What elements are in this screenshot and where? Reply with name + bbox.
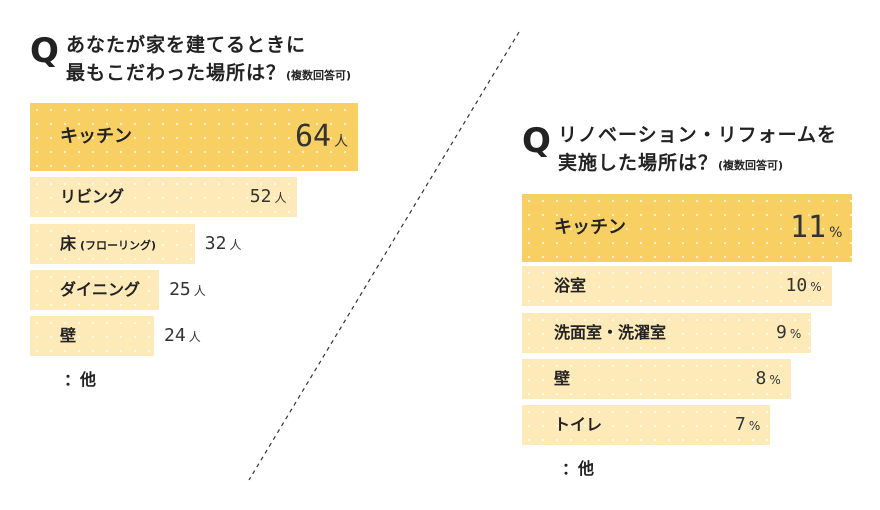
right-bar-3 <box>522 359 791 399</box>
left-bar-value-unit-0: 人 <box>334 134 349 150</box>
left-bar-value-0: 64 人 <box>295 122 348 152</box>
right-bar-value-number-3: 8 <box>755 368 767 389</box>
left-bar-3 <box>30 270 160 310</box>
left-bar-label-2: 床 (フローリング) <box>60 236 156 252</box>
right-bar-0 <box>522 194 852 262</box>
left-bar-value-unit-4: 人 <box>188 330 201 344</box>
right-bar-value-number-0: 11 <box>790 210 827 245</box>
left-bar-value-number-4: 24 <box>164 325 186 346</box>
left-bar-2 <box>30 224 195 264</box>
left-bar-label-3: ダイニング <box>60 282 140 298</box>
left-bar-label-note-2: (フローリング) <box>80 239 157 252</box>
left-question-line2: 最もこだわった場所は？(複数回答可) <box>66 64 351 83</box>
right-bar-value-number-4: 7 <box>735 414 746 435</box>
right-bar-label-1: 浴室 <box>554 278 586 294</box>
left-bar-value-number-0: 64 <box>295 119 332 154</box>
right-question-line2-text: 実施した場所は？ <box>558 152 719 174</box>
left-bar-value-3: 25 人 <box>169 281 206 299</box>
left-question-line2-text: 最もこだわった場所は？ <box>66 62 287 84</box>
left-bar-label-text-3: ダイニング <box>60 280 141 299</box>
left-bar-value-4: 24 人 <box>164 327 201 345</box>
left-q-mark: Q <box>30 31 59 71</box>
left-bar-value-unit-1: 人 <box>274 191 287 205</box>
left-bar-label-text-4: 壁 <box>60 326 77 345</box>
right-bar-value-0: 11% <box>790 213 842 243</box>
left-bar-4 <box>30 316 154 356</box>
right-q-mark: Q <box>522 121 551 161</box>
right-bar-value-unit-0: % <box>829 225 843 241</box>
left-question-note: (複数回答可) <box>286 69 352 82</box>
right-other-label: ：他 <box>562 459 595 478</box>
left-bar-value-1: 52 人 <box>250 188 287 206</box>
left-bar-value-number-2: 32 <box>204 233 227 254</box>
right-bar-value-unit-2: % <box>789 327 802 341</box>
left-question-line1: あなたが家を建てるときに <box>66 34 307 56</box>
right-bar-value-number-2: 9 <box>776 322 787 343</box>
right-bar-label-text-1: 浴室 <box>554 276 587 295</box>
right-bar-value-2: 9% <box>776 324 801 342</box>
right-bar-label-text-3: 壁 <box>554 369 571 388</box>
right-bar-value-1: 10% <box>786 277 822 295</box>
right-bar-1 <box>522 266 832 306</box>
right-question-line1: リノベーション・リフォームを <box>558 124 838 146</box>
right-question-line2: 実施した場所は？(複数回答可) <box>558 154 783 173</box>
right-bar-4 <box>522 405 770 445</box>
right-bar-value-3: 8% <box>756 370 781 388</box>
right-bar-label-text-2: 洗面室・洗濯室 <box>554 323 667 342</box>
right-bar-label-2: 洗面室・洗濯室 <box>554 325 666 341</box>
left-bar-1 <box>30 177 297 217</box>
right-bar-2 <box>522 313 811 353</box>
right-bar-label-3: 壁 <box>554 371 570 387</box>
left-bar-label-4: 壁 <box>60 328 76 344</box>
left-bar-0 <box>30 103 358 171</box>
right-bar-value-unit-4: % <box>748 419 761 433</box>
right-bar-value-number-1: 10 <box>785 275 808 296</box>
right-bar-label-0: キッチン <box>554 219 626 237</box>
right-bar-value-unit-3: % <box>769 373 781 387</box>
left-other-label: ：他 <box>64 370 97 389</box>
left-bar-value-unit-3: 人 <box>193 284 206 298</box>
right-question-note: (複数回答可) <box>718 159 784 172</box>
left-bar-label-1: リビング <box>60 189 124 205</box>
right-bar-value-unit-1: % <box>810 280 822 294</box>
right-bar-value-4: 7% <box>735 416 760 434</box>
left-bar-label-0: キッチン <box>60 128 132 146</box>
left-bar-value-unit-2: 人 <box>229 238 242 252</box>
left-bar-label-text-1: リビング <box>60 187 125 206</box>
left-bar-label-text-2: 床 <box>60 234 77 253</box>
right-bar-label-text-0: キッチン <box>554 217 626 238</box>
left-bar-label-text-0: キッチン <box>60 126 132 147</box>
right-bar-label-4: トイレ <box>554 417 602 433</box>
right-bar-label-text-4: トイレ <box>554 415 603 434</box>
left-bar-value-number-3: 25 <box>169 279 191 300</box>
left-bar-value-2: 32 人 <box>205 235 242 253</box>
left-bar-value-number-1: 52 <box>249 186 272 207</box>
